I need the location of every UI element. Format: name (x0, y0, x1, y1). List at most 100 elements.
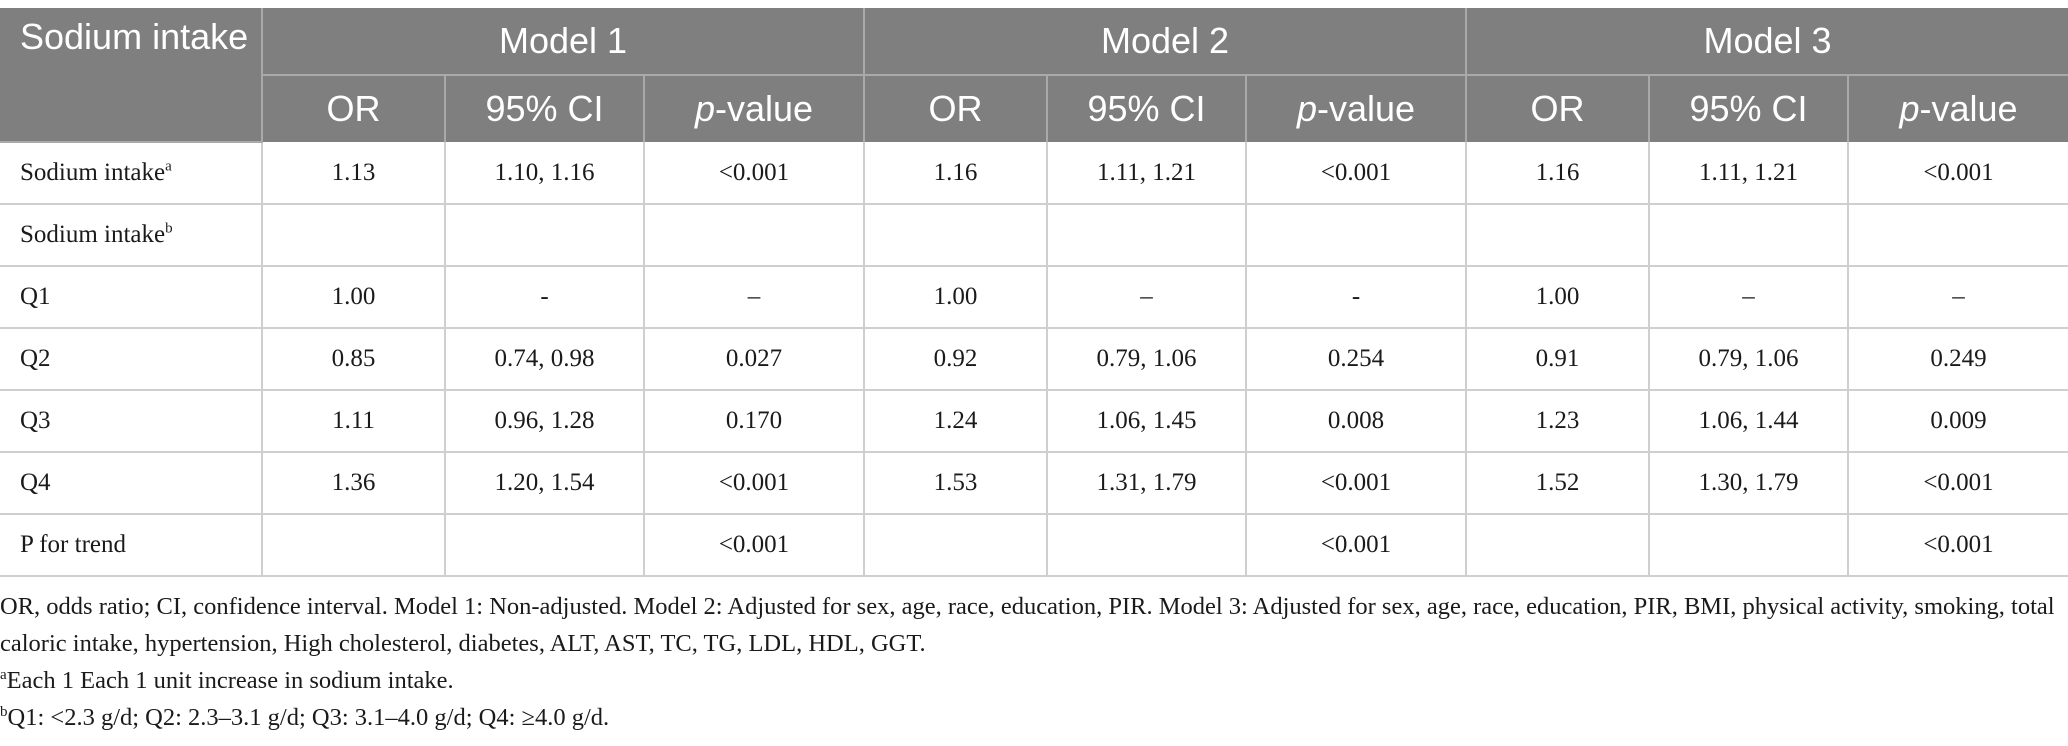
table-footnotes: OR, odds ratio; CI, confidence interval.… (0, 588, 2068, 736)
table-cell: <0.001 (1846, 142, 2068, 205)
footnote-a-text: Each 1 Each 1 unit increase in sodium in… (6, 667, 454, 694)
header-row-stats: OR 95% CI p-value OR 95% CI p-value OR 9… (0, 75, 2068, 142)
table-cell: - (1245, 266, 1466, 329)
table-cell (1465, 514, 1649, 577)
table-cell: 1.24 (863, 390, 1047, 453)
table-cell: 1.10, 1.16 (444, 142, 644, 205)
table-cell: <0.001 (643, 142, 864, 205)
row-label: Q2 (0, 328, 262, 391)
table-cell: <0.001 (1245, 142, 1466, 205)
row-label: P for trend (0, 514, 262, 577)
row-label: Q1 (0, 266, 262, 329)
table-cell: <0.001 (1846, 452, 2068, 515)
results-table: Sodium intake Model 1 Model 2 Model 3 OR… (0, 8, 2068, 577)
header-ci: 95% CI (1648, 75, 1848, 142)
table-cell: 1.06, 1.45 (1046, 390, 1246, 453)
table-cell: 0.74, 0.98 (444, 328, 644, 391)
table-cell: <0.001 (1245, 452, 1466, 515)
table-row: P for trend <0.001 <0.001 <0.001 (0, 514, 2068, 577)
row-label-superscript: b (165, 220, 173, 237)
table-cell: 1.20, 1.54 (444, 452, 644, 515)
table-cell: – (643, 266, 864, 329)
header-p-italic: p (1296, 88, 1317, 129)
table-cell: 1.06, 1.44 (1648, 390, 1848, 453)
table-cell: 0.254 (1245, 328, 1466, 391)
table-cell: 1.31, 1.79 (1046, 452, 1246, 515)
table-row: Q2 0.85 0.74, 0.98 0.027 0.92 0.79, 1.06 0.254… (0, 328, 2068, 391)
table-cell (1648, 514, 1848, 577)
footnote-b-mark: b (0, 703, 8, 720)
table-cell: 1.00 (1465, 266, 1649, 329)
table-row: Sodium intakea 1.13 1.10, 1.16 <0.001 1.16 1.… (0, 142, 2068, 205)
table-cell: <0.001 (1846, 514, 2068, 577)
results-table-container: Sodium intake Model 1 Model 2 Model 3 OR… (0, 8, 2068, 577)
table-cell: - (444, 266, 644, 329)
header-p-value: p-value (1245, 75, 1466, 142)
header-ci: 95% CI (1046, 75, 1246, 142)
header-row-models: Sodium intake Model 1 Model 2 Model 3 (0, 8, 2068, 143)
table-cell: 1.13 (261, 142, 445, 205)
header-model-2: Model 2 (863, 8, 1466, 76)
table-cell (444, 514, 644, 577)
row-label-text: Sodium intake (20, 221, 166, 248)
header-p-italic: p (694, 88, 715, 129)
footnote-b-text: Q1: <2.3 g/d; Q2: 2.3–3.1 g/d; Q3: 3.1–4… (7, 704, 610, 731)
table-cell (1046, 204, 1246, 267)
header-or: OR (863, 75, 1047, 142)
row-label-text: P for trend (20, 531, 126, 558)
row-label-superscript: a (165, 158, 172, 175)
header-p-value: p-value (1846, 75, 2068, 142)
table-cell: <0.001 (1245, 514, 1466, 577)
header-or: OR (1465, 75, 1649, 142)
table-cell (1245, 204, 1466, 267)
table-cell: 0.008 (1245, 390, 1466, 453)
header-p-suffix: -value (1316, 88, 1416, 129)
footnote-a: aEach 1 Each 1 unit increase in sodium i… (0, 662, 2068, 699)
row-label: Q4 (0, 452, 262, 515)
table-cell: 1.53 (863, 452, 1047, 515)
table-cell: 1.36 (261, 452, 445, 515)
table-cell: – (1046, 266, 1246, 329)
table-cell: <0.001 (643, 452, 864, 515)
table-row: Sodium intakeb (0, 204, 2068, 267)
table-cell: 0.92 (863, 328, 1047, 391)
header-p-suffix: -value (714, 88, 814, 129)
table-cell (1465, 204, 1649, 267)
table-cell: 0.91 (1465, 328, 1649, 391)
table-cell: 1.00 (863, 266, 1047, 329)
table-cell: – (1846, 266, 2068, 329)
table-row: Q4 1.36 1.20, 1.54 <0.001 1.53 1.31, 1.79 <0.0… (0, 452, 2068, 515)
table-cell (863, 514, 1047, 577)
table-cell (1846, 204, 2068, 267)
table-cell: 1.52 (1465, 452, 1649, 515)
header-or: OR (261, 75, 445, 142)
table-cell: <0.001 (643, 514, 864, 577)
table-cell: 0.79, 1.06 (1648, 328, 1848, 391)
header-p-value: p-value (643, 75, 864, 142)
table-cell (261, 514, 445, 577)
table-row: Q1 1.00- –1.00– -1.00– – (0, 266, 2068, 329)
header-p-suffix: -value (1919, 88, 2018, 129)
header-model-3: Model 3 (1464, 8, 2068, 76)
table-cell: 0.249 (1846, 328, 2068, 391)
footnote-a-mark: a (0, 666, 7, 683)
header-p-italic: p (1899, 88, 1920, 129)
row-label: Sodium intakeb (0, 204, 262, 267)
table-cell: 0.027 (643, 328, 864, 391)
row-label-text: Q2 (20, 345, 51, 372)
footnote-b: bQ1: <2.3 g/d; Q2: 2.3–3.1 g/d; Q3: 3.1–… (0, 699, 2068, 736)
table-cell: 1.00 (261, 266, 445, 329)
table-cell: 0.79, 1.06 (1046, 328, 1246, 391)
table-cell: 0.85 (261, 328, 445, 391)
table-cell: 1.16 (1465, 142, 1649, 205)
table-cell: 1.11, 1.21 (1648, 142, 1848, 205)
table-cell: – (1648, 266, 1848, 329)
table-cell: 0.170 (643, 390, 864, 453)
table-cell (261, 204, 445, 267)
row-label-text: Q4 (20, 469, 51, 496)
footnote-abbreviations: OR, odds ratio; CI, confidence interval.… (0, 593, 2055, 657)
table-cell (863, 204, 1047, 267)
table-cell: 1.23 (1465, 390, 1649, 453)
table-cell: 0.009 (1846, 390, 2068, 453)
header-row-label: Sodium intake (0, 8, 262, 143)
